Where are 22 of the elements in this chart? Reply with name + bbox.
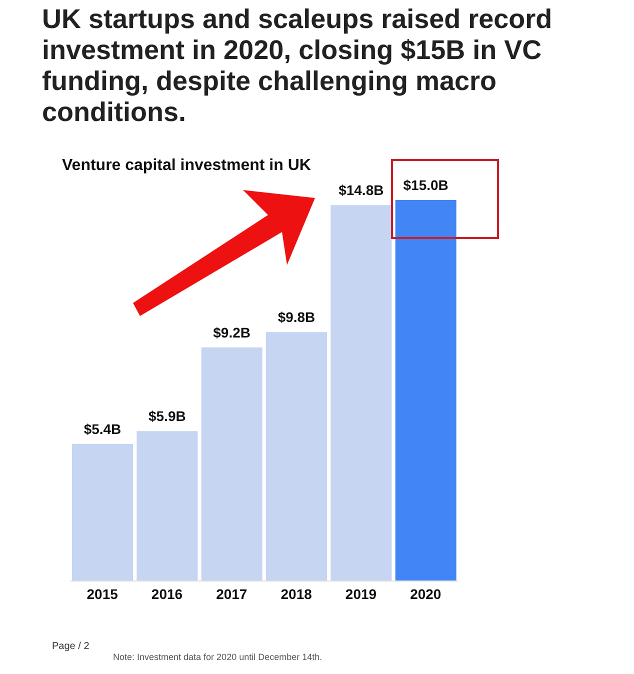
x-tick-label: 2018 bbox=[280, 586, 312, 602]
data-label: $5.4B bbox=[84, 420, 122, 437]
bar bbox=[136, 431, 198, 581]
bar bbox=[201, 347, 262, 581]
data-label: $9.2B bbox=[213, 324, 251, 340]
data-label: $5.9B bbox=[148, 408, 186, 424]
x-tick-label: 2020 bbox=[410, 586, 442, 602]
bar bbox=[72, 444, 133, 581]
data-label: $9.8B bbox=[278, 309, 316, 326]
bar bbox=[266, 332, 327, 581]
x-tick-label: 2016 bbox=[151, 586, 183, 602]
chart-title: UK startups and scaleups raised record investment in 2020, closing $15B in VC funding, despite challenging macro conditions. bbox=[42, 4, 554, 128]
data-label: $15.0B bbox=[403, 177, 448, 193]
data-label: $14.8B bbox=[338, 182, 384, 198]
x-tick-label: 2017 bbox=[216, 586, 248, 602]
x-tick-label: 2015 bbox=[86, 586, 118, 602]
bar bbox=[330, 205, 392, 581]
bar bbox=[395, 200, 456, 581]
text: Page / 2 bbox=[52, 641, 90, 652]
chart-subtitle: Venture capital investment in UK bbox=[62, 157, 311, 175]
text: Note: Investment data for 2020 until December 14th. bbox=[113, 652, 322, 662]
x-tick-label: 2019 bbox=[345, 586, 377, 602]
